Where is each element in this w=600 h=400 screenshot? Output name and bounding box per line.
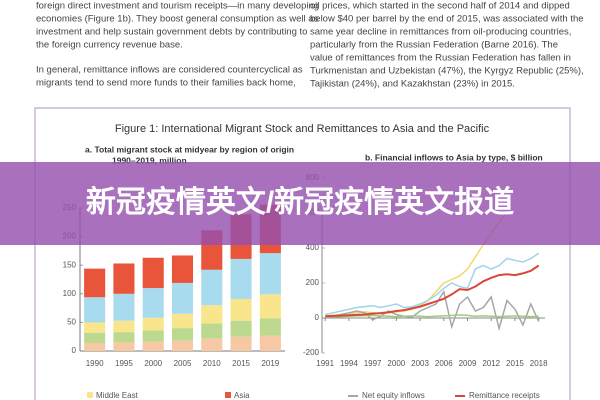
x-tick-label: 1991 bbox=[316, 359, 334, 368]
paragraph-line: Tajikistan (24%), and Kazakhstan (23%) i… bbox=[310, 79, 515, 90]
legend-swatch bbox=[225, 392, 231, 398]
legend-label: Net equity inflows bbox=[362, 391, 425, 400]
x-tick-label: 2003 bbox=[411, 359, 429, 368]
data-line bbox=[325, 289, 540, 332]
bar-segment bbox=[171, 255, 194, 283]
y-tick-label: -200 bbox=[303, 348, 320, 357]
content: foreign direct investment and tourism re… bbox=[36, 1, 584, 400]
paragraph-line: same year decline in remittances from oi… bbox=[310, 27, 571, 38]
bar-segment bbox=[142, 341, 164, 351]
y-tick-label: 150 bbox=[63, 260, 77, 269]
x-tick-label: 2006 bbox=[435, 359, 453, 368]
bar-segment bbox=[84, 342, 106, 351]
bar-segment bbox=[230, 258, 252, 299]
bar-segment bbox=[230, 298, 252, 321]
y-tick-label: 50 bbox=[67, 318, 76, 327]
paragraph-line: below $40 per barrel by the end of 2015,… bbox=[310, 14, 584, 25]
x-tick-label: 1997 bbox=[364, 359, 382, 368]
bar-segment bbox=[259, 335, 281, 351]
paragraph-line: value of remittances from the Russian Fe… bbox=[310, 53, 571, 64]
legend-label: Remittance receipts bbox=[469, 391, 540, 400]
bar-segment bbox=[201, 305, 223, 324]
paragraph-line: foreign direct investment and tourism re… bbox=[36, 1, 319, 12]
paragraph-line: investment and help sustain government d… bbox=[36, 27, 307, 38]
bar-segment bbox=[113, 332, 135, 343]
bar-segment bbox=[84, 322, 106, 333]
bar-segment bbox=[113, 293, 135, 321]
bar-segment bbox=[171, 328, 194, 341]
bar-segment bbox=[171, 282, 194, 314]
bar-segment bbox=[171, 313, 194, 329]
bar-segment bbox=[113, 263, 135, 294]
bar-segment bbox=[259, 318, 281, 336]
legend-swatch bbox=[87, 392, 93, 398]
bar-segment bbox=[84, 268, 106, 298]
paragraph-line: particularly from the Russian Federation… bbox=[310, 40, 558, 51]
panel-title: b. Financial inflows to Asia by type, $ … bbox=[365, 152, 543, 162]
y-tick-label: 100 bbox=[63, 289, 77, 298]
bar-segment bbox=[142, 317, 164, 331]
bar-segment bbox=[230, 336, 252, 351]
paragraph-line: Turkmenistan and Uzbekistan (47%), the K… bbox=[310, 66, 584, 77]
bar-segment bbox=[84, 297, 106, 323]
x-tick-label: 1995 bbox=[115, 359, 133, 368]
legend-label: Middle East bbox=[96, 391, 139, 400]
x-tick-label: 2005 bbox=[174, 359, 192, 368]
x-tick-label: 2012 bbox=[482, 359, 500, 368]
x-tick-label: 2000 bbox=[144, 359, 162, 368]
paragraph-line: the foreign currency revenue base. bbox=[36, 40, 183, 51]
bar-segment bbox=[259, 294, 281, 319]
banner-band bbox=[0, 162, 600, 245]
panel-title: a. Total migrant stock at midyear by reg… bbox=[85, 144, 294, 154]
banner-text: 新冠疫情英文/新冠疫情英文报道 bbox=[86, 185, 514, 219]
bar-segment bbox=[259, 253, 281, 295]
bar-segment bbox=[201, 323, 223, 339]
y-tick-label: 0 bbox=[315, 313, 320, 322]
paragraph-line: oil prices, which started in the second … bbox=[310, 1, 570, 12]
bar-segment bbox=[113, 320, 135, 333]
x-tick-label: 2009 bbox=[459, 359, 477, 368]
bar-segment bbox=[201, 338, 223, 351]
data-line bbox=[325, 314, 539, 318]
x-tick-label: 1990 bbox=[86, 359, 104, 368]
data-line bbox=[325, 264, 540, 318]
bar-segment bbox=[171, 340, 194, 351]
figure-title: Figure 1: International Migrant Stock an… bbox=[115, 123, 490, 135]
x-tick-label: 2000 bbox=[387, 359, 405, 368]
bar-segment bbox=[84, 332, 106, 343]
x-tick-label: 2010 bbox=[203, 359, 221, 368]
data-line bbox=[325, 252, 540, 316]
bar-segment bbox=[201, 269, 223, 306]
bar-segment bbox=[142, 257, 164, 289]
bar-segment bbox=[113, 342, 135, 351]
y-tick-label: 200 bbox=[306, 278, 320, 287]
y-tick-label: 400 bbox=[306, 243, 320, 252]
paragraph-line: In general, remittance inflows are consi… bbox=[36, 65, 303, 76]
bar-segment bbox=[142, 288, 164, 318]
paragraph-line: economies (Figure 1b). They boost genera… bbox=[36, 14, 319, 25]
x-tick-label: 1994 bbox=[340, 359, 358, 368]
panel-subtitle: 1990–2019, million bbox=[112, 155, 187, 165]
x-tick-label: 2018 bbox=[530, 359, 548, 368]
bar-segment bbox=[230, 320, 252, 337]
figure-frame bbox=[34, 107, 571, 400]
x-tick-label: 2015 bbox=[506, 359, 524, 368]
legend-label: Asia bbox=[234, 391, 250, 400]
paragraph-line: migrants tend to send more funds to thei… bbox=[36, 78, 296, 89]
x-tick-label: 2015 bbox=[232, 359, 250, 368]
x-tick-label: 2019 bbox=[261, 359, 279, 368]
bar-segment bbox=[142, 330, 164, 342]
y-tick-label: 0 bbox=[72, 346, 77, 355]
